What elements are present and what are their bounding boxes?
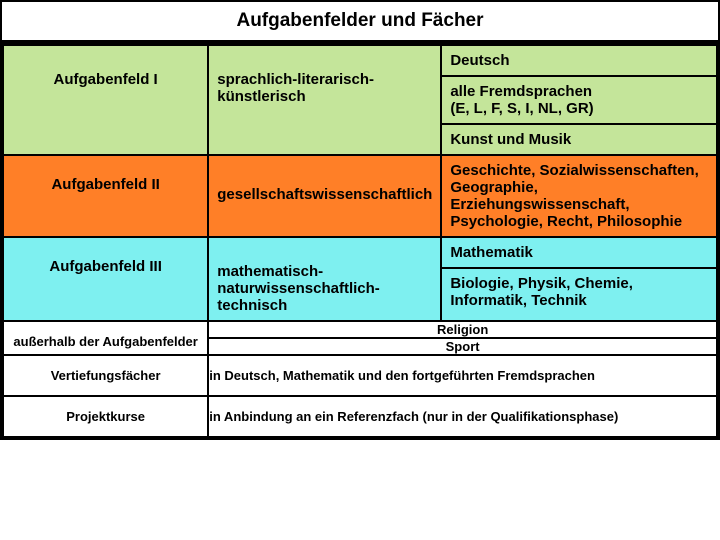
field3-desc-cell: mathematisch-naturwissenschaftlich-techn… (208, 237, 441, 321)
field2-subjects-cell: Geschichte, Sozialwissenschaften, Geogra… (441, 155, 717, 237)
field1-label: Aufgabenfeld I (54, 71, 158, 88)
deepening-text: in Deutsch, Mathematik und den fortgefüh… (208, 355, 717, 396)
field1-subject-b-wrap: alle Fremdsprachen (E, L, F, S, I, NL, G… (442, 77, 716, 125)
outside-b: Sport (208, 338, 717, 355)
field1-desc: sprachlich-literarisch-künstlerisch (209, 46, 440, 111)
field3-desc: mathematisch-naturwissenschaftlich-techn… (209, 238, 440, 320)
outside-a: Religion (208, 321, 717, 338)
field2-label: Aufgabenfeld II (51, 176, 159, 193)
deepening-label-cell: Vertiefungsfächer (3, 355, 208, 396)
field2-label-cell: Aufgabenfeld II (3, 155, 208, 237)
field3-subject-a: Mathematik (442, 238, 716, 269)
table-container: Aufgabenfelder und Fächer Aufgabenfeld I… (0, 0, 720, 440)
field3-subjects-cell: Mathematik Biologie, Physik, Chemie, Inf… (441, 237, 717, 321)
field2-desc: gesellschaftswissenschaftlich (209, 156, 440, 209)
field1-subject-a: Deutsch (442, 46, 716, 77)
field1-subject-c: Kunst und Musik (442, 125, 716, 154)
field1-label-cell: Aufgabenfeld I (3, 45, 208, 155)
outside-label-cell: außerhalb der Aufgabenfelder (3, 321, 208, 355)
field1-subjects-cell: Deutsch alle Fremdsprachen (E, L, F, S, … (441, 45, 717, 155)
field1-subject-b2: (E, L, F, S, I, NL, GR) (450, 100, 708, 117)
field1-desc-cell: sprachlich-literarisch-künstlerisch (208, 45, 441, 155)
project-label: Projektkurse (66, 409, 145, 424)
field2-subjects: Geschichte, Sozialwissenschaften, Geogra… (442, 156, 716, 236)
field2-desc-cell: gesellschaftswissenschaftlich (208, 155, 441, 237)
title-row: Aufgabenfelder und Fächer (2, 2, 718, 44)
subject-table: Aufgabenfeld I sprachlich-literarisch-kü… (2, 44, 718, 438)
field3-label: Aufgabenfeld III (49, 258, 162, 275)
project-text: in Anbindung an ein Referenzfach (nur in… (208, 396, 717, 437)
deepening-label: Vertiefungsfächer (51, 368, 161, 383)
page-title: Aufgabenfelder und Fächer (236, 10, 483, 31)
project-label-cell: Projektkurse (3, 396, 208, 437)
field3-label-cell: Aufgabenfeld III (3, 237, 208, 321)
field3-subject-b: Biologie, Physik, Chemie, Informatik, Te… (442, 269, 716, 315)
field1-subject-b: alle Fremdsprachen (450, 83, 708, 100)
outside-label: außerhalb der Aufgabenfelder (13, 334, 197, 349)
